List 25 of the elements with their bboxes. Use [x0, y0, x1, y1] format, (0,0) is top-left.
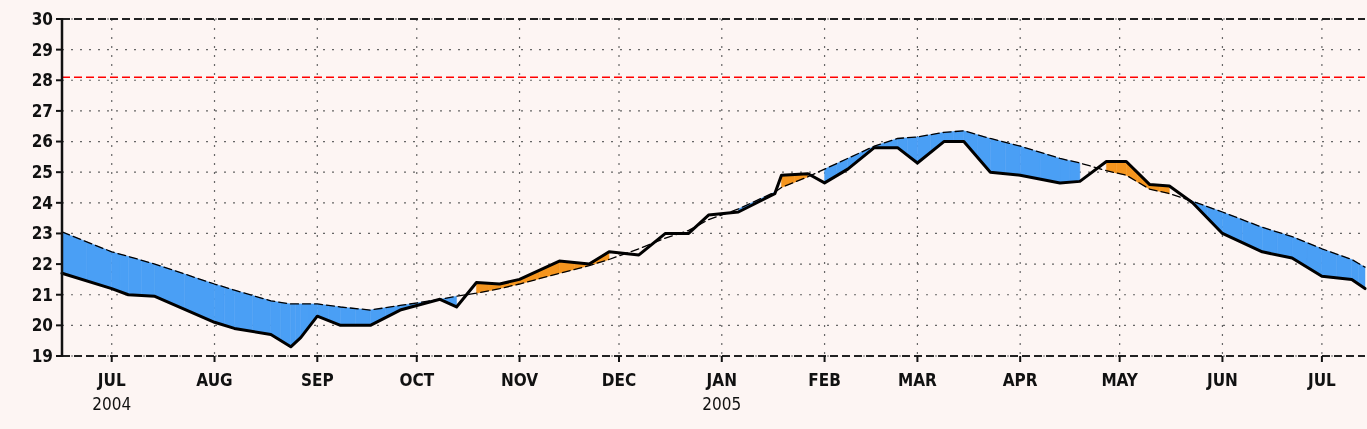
y-tick-label: 23: [31, 223, 53, 244]
x-tick-label: MAY: [1101, 370, 1139, 390]
x-tick-label: OCT: [399, 370, 435, 390]
x-tick-label: JAN 2005: [702, 370, 742, 414]
x-tick-label: FEB: [808, 370, 841, 390]
y-tick-label: 22: [31, 254, 53, 275]
x-tick-label: JUL 2004: [92, 370, 132, 414]
y-tick-label: 28: [31, 70, 53, 91]
x-tick-label: JUN: [1205, 370, 1238, 390]
y-tick-label: 20: [31, 315, 53, 336]
y-tick-label: 21: [31, 284, 53, 305]
x-tick-label: MAR: [897, 370, 938, 390]
y-tick-label: 24: [31, 192, 53, 213]
y-tick-label: 29: [31, 39, 53, 60]
y-tick-label: 19: [31, 345, 53, 366]
x-tick-label: SEP: [300, 370, 334, 390]
x-tick-label: DEC: [601, 370, 637, 390]
y-tick-label: 26: [31, 131, 53, 152]
y-tick-label: 25: [31, 162, 53, 183]
x-tick-label: AUG: [196, 370, 233, 390]
y-tick-label: 30: [31, 8, 53, 29]
x-tick-label: APR: [1002, 370, 1038, 390]
x-tick-label: NOV: [500, 370, 539, 390]
x-tick-label: JUL: [1306, 370, 1337, 390]
y-tick-label: 27: [31, 100, 53, 121]
